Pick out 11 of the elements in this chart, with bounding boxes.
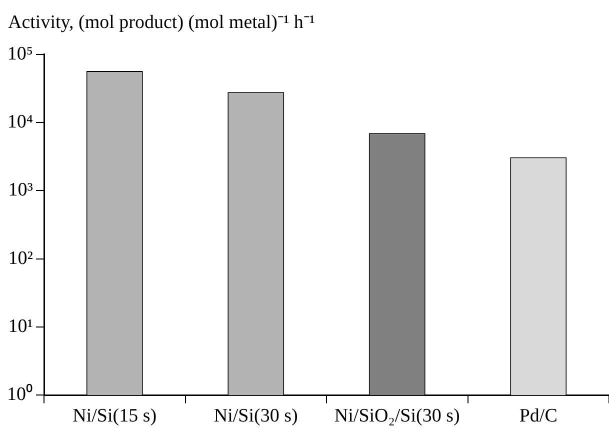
y-tick-label: 10⁵ (7, 43, 33, 64)
y-tick-label: 10⁰ (7, 383, 33, 406)
x-tick-label: Ni/Si(30 s) (214, 406, 298, 427)
x-tick-label: Ni/SiO₂/Si(30 s) (334, 406, 460, 427)
y-tick-label: 10⁴ (7, 112, 34, 133)
x-tick-label: Pd/C (519, 406, 558, 427)
x-tick-label: Ni/Si(15 s) (72, 406, 157, 427)
y-tick-label: 10² (8, 248, 34, 269)
y-tick-label: 10¹ (8, 316, 34, 338)
y-axis-title: Activity, (mol product) (mol metal)⁻¹ h⁻¹ (8, 11, 316, 34)
y-tick-label: 10³ (8, 180, 34, 201)
